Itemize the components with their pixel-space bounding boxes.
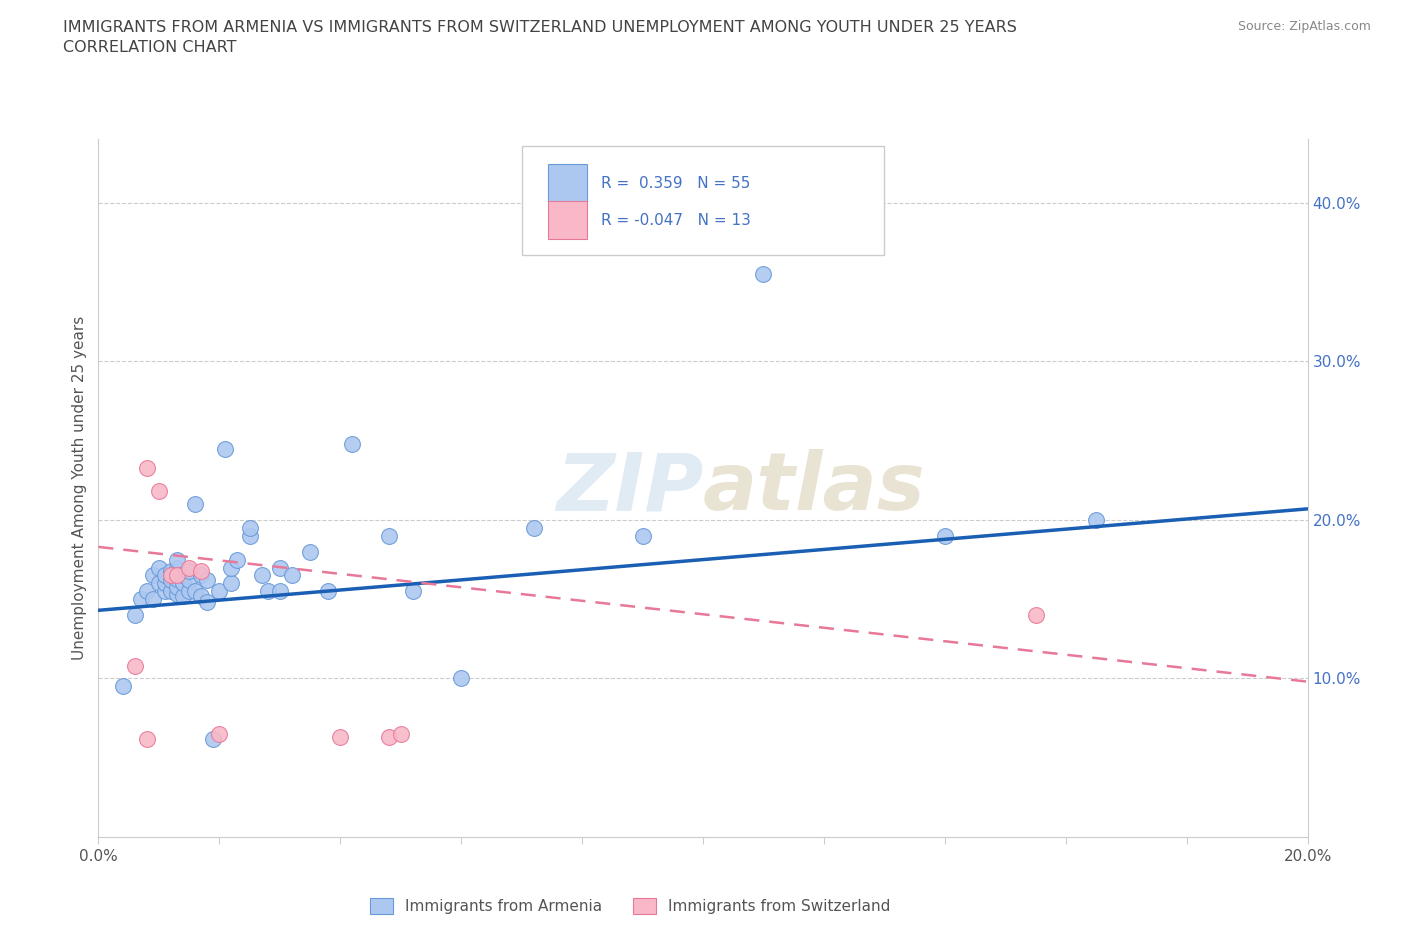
Point bbox=[377, 528, 399, 543]
Point bbox=[342, 436, 364, 451]
Point bbox=[184, 584, 207, 599]
Text: Source: ZipAtlas.com: Source: ZipAtlas.com bbox=[1237, 20, 1371, 33]
Point bbox=[160, 584, 183, 599]
Bar bbox=[548, 201, 586, 239]
Point bbox=[269, 560, 291, 575]
Point bbox=[172, 576, 194, 591]
Point bbox=[450, 671, 472, 686]
Point bbox=[179, 564, 201, 578]
Point bbox=[153, 576, 176, 591]
Legend: Immigrants from Armenia, Immigrants from Switzerland: Immigrants from Armenia, Immigrants from… bbox=[364, 892, 897, 920]
Point bbox=[752, 267, 775, 282]
Point bbox=[179, 573, 201, 588]
Point bbox=[208, 726, 231, 741]
Point bbox=[239, 528, 262, 543]
Point bbox=[250, 568, 273, 583]
Point bbox=[389, 726, 412, 741]
Point bbox=[160, 568, 183, 583]
Point bbox=[402, 584, 425, 599]
Point bbox=[256, 584, 278, 599]
Point bbox=[124, 607, 146, 622]
Text: R =  0.359   N = 55: R = 0.359 N = 55 bbox=[602, 176, 751, 191]
Point bbox=[299, 544, 322, 559]
Point bbox=[166, 552, 188, 567]
Point bbox=[226, 552, 249, 567]
Point bbox=[148, 560, 170, 575]
Point bbox=[329, 730, 352, 745]
Point bbox=[111, 679, 134, 694]
Point bbox=[1024, 607, 1046, 622]
Point bbox=[135, 460, 157, 475]
Text: R = -0.047   N = 13: R = -0.047 N = 13 bbox=[602, 213, 751, 228]
Point bbox=[523, 521, 546, 536]
Point bbox=[135, 731, 157, 746]
Point bbox=[172, 568, 194, 583]
Point bbox=[190, 568, 212, 583]
Point bbox=[148, 576, 170, 591]
Point bbox=[160, 564, 183, 578]
Point bbox=[153, 568, 176, 583]
Point bbox=[166, 560, 188, 575]
Point bbox=[202, 731, 225, 746]
Point bbox=[1085, 512, 1108, 527]
Point bbox=[166, 579, 188, 594]
Point bbox=[221, 560, 243, 575]
Point bbox=[190, 589, 212, 604]
Point bbox=[166, 568, 188, 583]
Point bbox=[934, 528, 956, 543]
Point bbox=[316, 584, 339, 599]
Point bbox=[269, 584, 291, 599]
Point bbox=[195, 573, 218, 588]
Point bbox=[221, 576, 243, 591]
Point bbox=[281, 568, 304, 583]
Point bbox=[135, 584, 157, 599]
Point bbox=[195, 595, 218, 610]
FancyBboxPatch shape bbox=[522, 147, 884, 255]
Y-axis label: Unemployment Among Youth under 25 years: Unemployment Among Youth under 25 years bbox=[72, 316, 87, 660]
Point bbox=[214, 441, 236, 456]
Point bbox=[142, 591, 165, 606]
Point bbox=[208, 584, 231, 599]
Bar bbox=[548, 164, 586, 203]
Point bbox=[631, 528, 654, 543]
Point bbox=[190, 564, 212, 578]
Text: ZIP: ZIP bbox=[555, 449, 703, 527]
Point bbox=[239, 521, 262, 536]
Point bbox=[166, 587, 188, 602]
Point bbox=[160, 573, 183, 588]
Point bbox=[179, 584, 201, 599]
Text: IMMIGRANTS FROM ARMENIA VS IMMIGRANTS FROM SWITZERLAND UNEMPLOYMENT AMONG YOUTH : IMMIGRANTS FROM ARMENIA VS IMMIGRANTS FR… bbox=[63, 20, 1017, 35]
Point bbox=[179, 560, 201, 575]
Point bbox=[148, 484, 170, 498]
Point bbox=[129, 591, 152, 606]
Point bbox=[166, 571, 188, 586]
Point bbox=[124, 658, 146, 673]
Point bbox=[142, 568, 165, 583]
Point bbox=[153, 584, 176, 599]
Point bbox=[377, 730, 399, 745]
Point bbox=[172, 589, 194, 604]
Text: atlas: atlas bbox=[703, 449, 925, 527]
Text: CORRELATION CHART: CORRELATION CHART bbox=[63, 40, 236, 55]
Point bbox=[184, 497, 207, 512]
